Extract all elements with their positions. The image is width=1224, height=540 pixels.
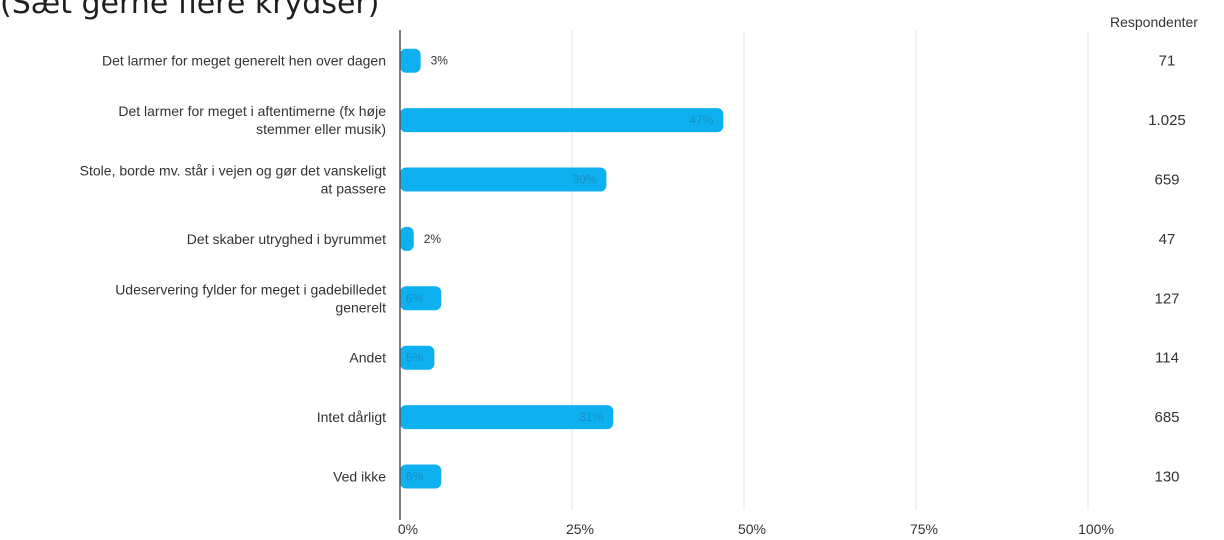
- category-label: Udeservering fylder for meget i gadebill…: [115, 281, 386, 297]
- category-label: at passere: [321, 181, 387, 197]
- category-label: Stole, borde mv. står i vejen og gør det…: [80, 163, 386, 179]
- category-label: Det larmer for meget generelt hen over d…: [102, 53, 386, 69]
- respondent-count: 71: [1159, 53, 1176, 70]
- x-tick-label: 100%: [1078, 521, 1114, 537]
- category-label: Andet: [349, 350, 386, 366]
- x-tick-label: 25%: [566, 521, 594, 537]
- bar: [400, 286, 442, 311]
- respondent-count: 130: [1154, 469, 1179, 486]
- bar-value-label: 5%: [406, 351, 424, 365]
- bar-value-label: 3%: [431, 54, 449, 68]
- respondent-count: 47: [1159, 231, 1176, 248]
- respondent-count: 1.025: [1148, 112, 1186, 129]
- bar-value-label: 2%: [424, 232, 442, 246]
- category-label: generelt: [335, 299, 386, 315]
- bar: [400, 108, 724, 133]
- bar: [400, 464, 442, 489]
- category-label: Det skaber utryghed i byrummet: [187, 231, 386, 247]
- bar: [400, 345, 435, 370]
- bar: [400, 226, 414, 251]
- bar: [400, 167, 607, 192]
- bar-value-label: 47%: [689, 113, 713, 127]
- bar-value-label: 6%: [406, 291, 424, 305]
- category-label: stemmer eller musik): [256, 121, 386, 137]
- bar-value-label: 31%: [579, 410, 603, 424]
- category-label: Ved ikke: [333, 469, 386, 485]
- x-tick-label: 0%: [398, 521, 418, 537]
- bar: [400, 405, 614, 430]
- respondent-count: 127: [1154, 290, 1179, 307]
- category-label: Det larmer for meget i aftentimerne (fx …: [118, 103, 386, 119]
- category-label: Intet dårligt: [317, 409, 386, 425]
- x-tick-label: 50%: [738, 521, 766, 537]
- bar-value-label: 6%: [406, 470, 424, 484]
- x-tick-label: 75%: [910, 521, 938, 537]
- respondent-count: 114: [1155, 350, 1179, 367]
- respondent-count: 685: [1154, 409, 1179, 426]
- chart-title: (Sæt gerne flere krydser): [0, 0, 380, 21]
- bar-value-label: 30%: [572, 173, 596, 187]
- respondent-count: 659: [1154, 172, 1179, 189]
- bar: [400, 48, 421, 73]
- respondents-header: Respondenter: [1110, 14, 1198, 30]
